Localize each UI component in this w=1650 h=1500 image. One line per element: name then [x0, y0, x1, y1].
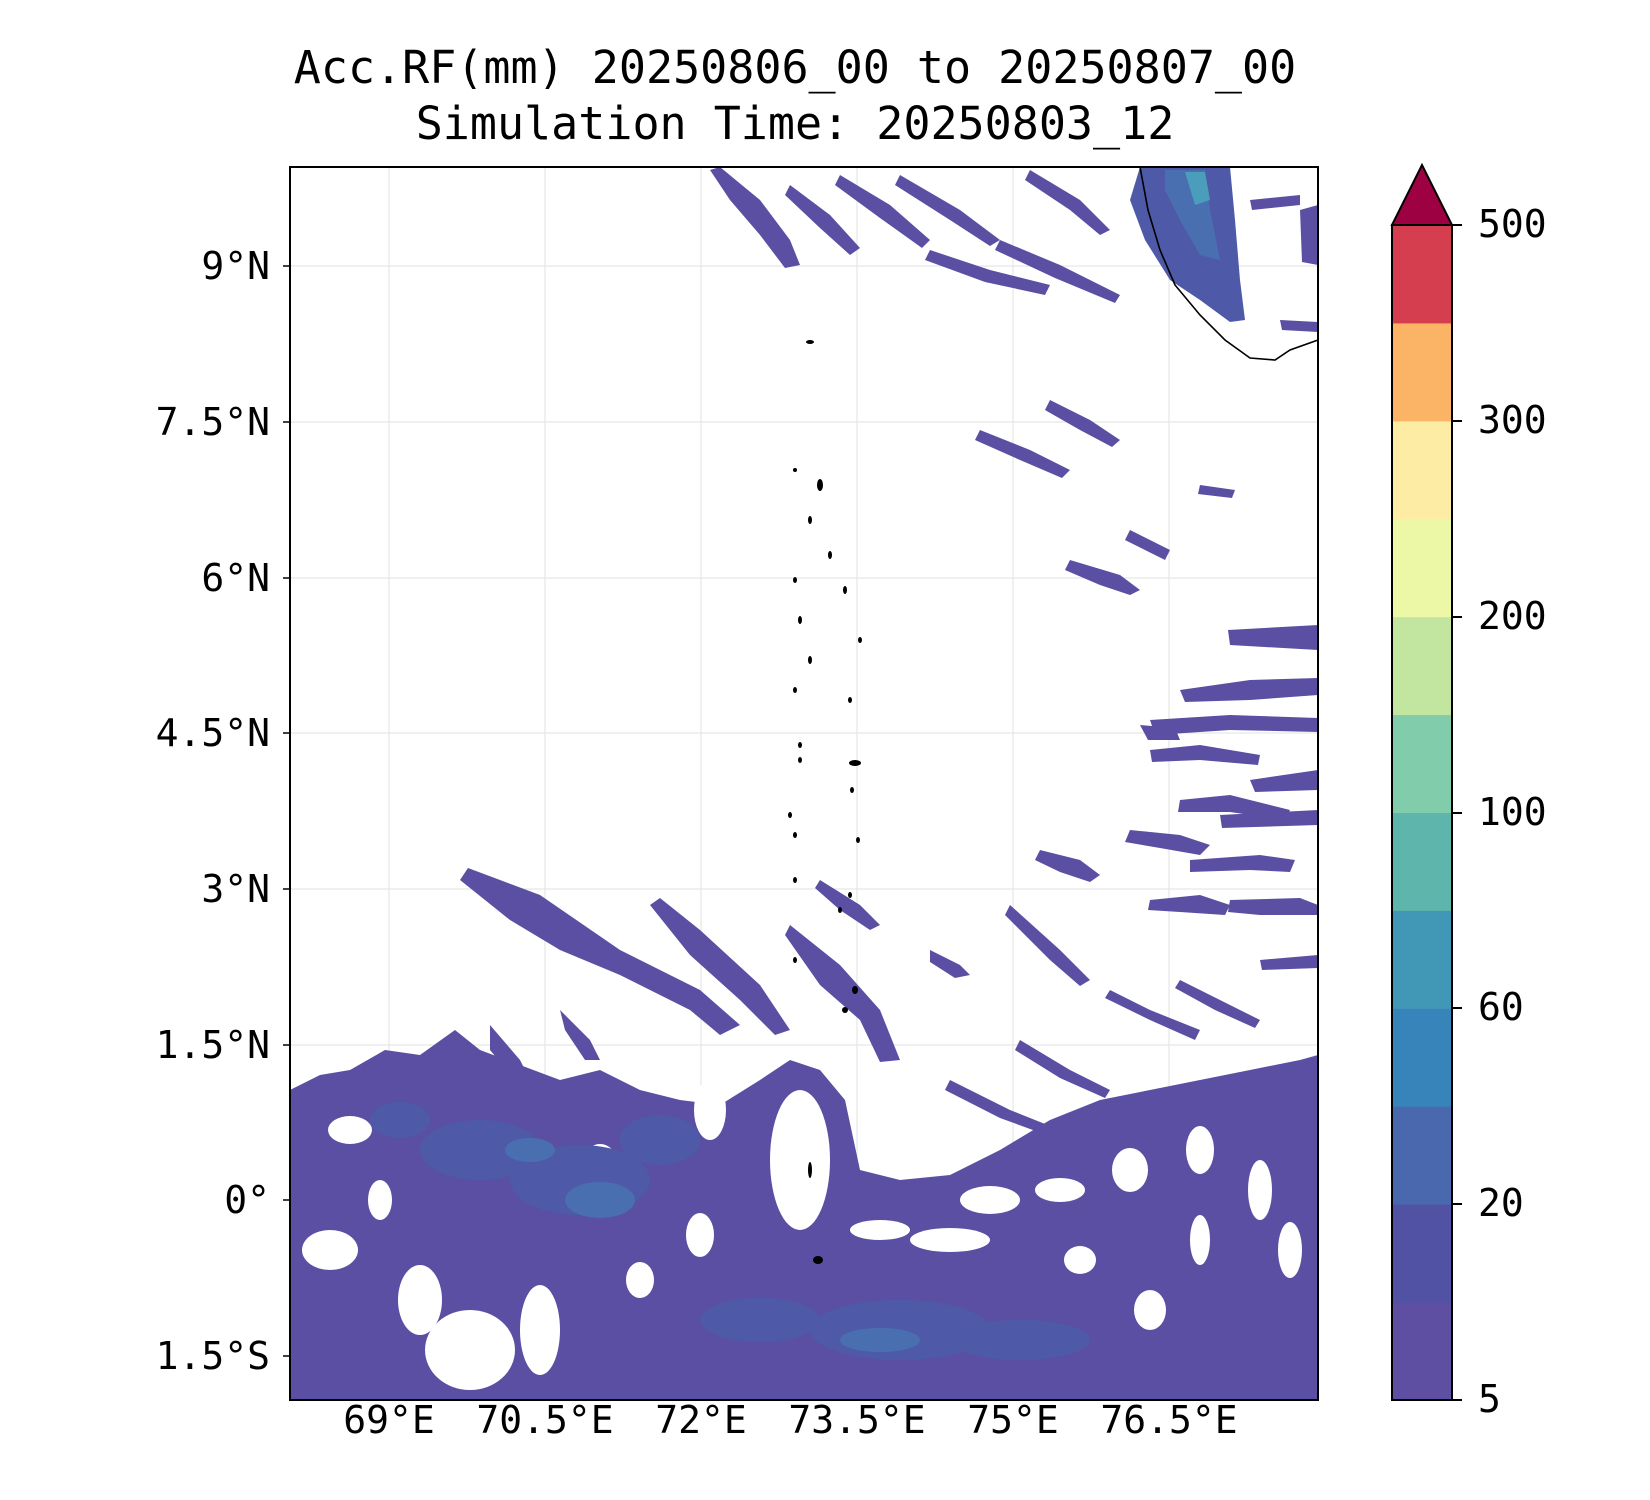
island-markers: [788, 340, 862, 1264]
colorbar-segment: [1392, 910, 1452, 1009]
colorbar-segment: [1392, 1204, 1452, 1303]
map-subtitle: Simulation Time: 20250803_12: [415, 97, 1175, 150]
colorbar-label-200: 200: [1478, 594, 1547, 638]
lon-label-73-5E: 73.5°E: [788, 1398, 926, 1442]
lat-label-1-5S: 1.5°S: [155, 1334, 270, 1378]
lat-label-1-5N: 1.5°N: [155, 1023, 270, 1067]
colorbar-segment: [1392, 1302, 1452, 1401]
colorbar-segment: [1392, 812, 1452, 911]
colorbar-label-500: 500: [1478, 202, 1547, 246]
lat-label-3N: 3°N: [201, 867, 270, 911]
colorbar-label-5: 5: [1478, 1377, 1501, 1421]
lat-label-0: 0°: [224, 1178, 270, 1222]
map-title: Acc.RF(mm) 20250806_00 to 20250807_00: [293, 41, 1297, 94]
lat-label-4-5N: 4.5°N: [155, 711, 270, 755]
colorbar-label-60: 60: [1478, 985, 1524, 1029]
colorbar-label-20: 20: [1478, 1181, 1524, 1225]
lat-label-6N: 6°N: [201, 556, 270, 600]
lon-label-76-5E: 76.5°E: [1100, 1398, 1238, 1442]
map-frame: [289, 166, 1319, 1401]
colorbar-segment: [1392, 322, 1452, 422]
colorbar-label-100: 100: [1478, 790, 1547, 834]
colorbar-segment: [1392, 225, 1452, 324]
colorbar-segment: [1392, 616, 1452, 716]
lat-label-9N: 9°N: [201, 244, 270, 288]
colorbar-segment: [1392, 518, 1452, 618]
lon-label-69E: 69°E: [343, 1398, 435, 1442]
lat-label-7-5N: 7.5°N: [155, 400, 270, 444]
rainfall-field: [290, 167, 1318, 1400]
lon-label-70-5E: 70.5°E: [476, 1398, 614, 1442]
colorbar-extend-triangle: [1390, 162, 1454, 226]
axis-ticks: [283, 265, 290, 1357]
colorbar-segment: [1392, 420, 1452, 520]
lon-label-72E: 72°E: [655, 1398, 747, 1442]
rain-band-coast: [1130, 167, 1245, 322]
lon-label-75E: 75°E: [967, 1398, 1059, 1442]
colorbar-segment: [1392, 1008, 1452, 1107]
colorbar: [1390, 162, 1462, 1401]
colorbar-segment: [1392, 714, 1452, 813]
colorbar-label-300: 300: [1478, 398, 1547, 442]
colorbar-segment: [1392, 1106, 1452, 1205]
coastline: [1139, 167, 1318, 361]
